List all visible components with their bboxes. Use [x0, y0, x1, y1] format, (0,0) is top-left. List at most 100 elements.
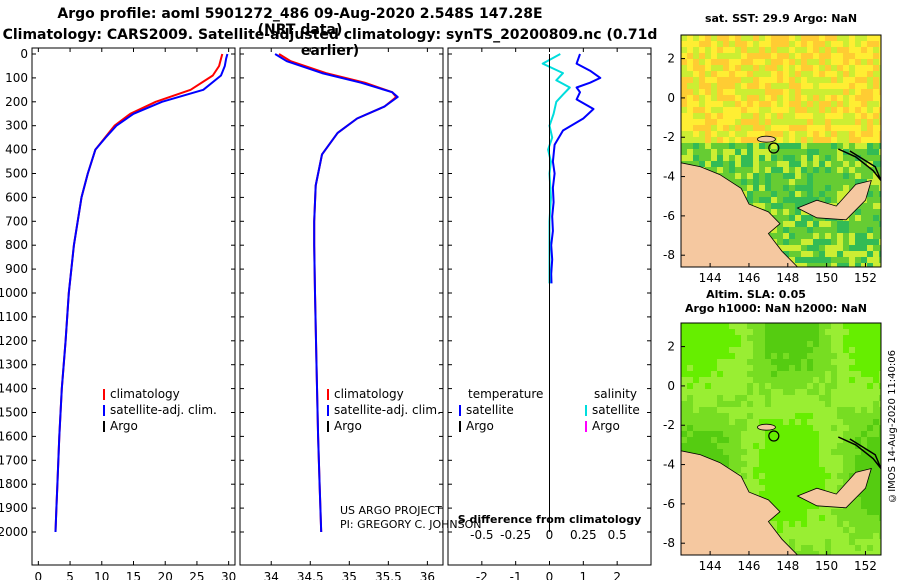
map-cell: [687, 347, 693, 353]
map-cell: [705, 101, 711, 107]
map-cell: [801, 59, 807, 65]
map-cell: [831, 545, 837, 551]
map-cell: [765, 203, 771, 209]
map-cell: [855, 407, 861, 413]
map-cell: [831, 53, 837, 59]
map-cell: [837, 467, 843, 473]
map-cell: [873, 449, 879, 455]
map-cell: [843, 125, 849, 131]
map-cell: [831, 395, 837, 401]
map-cell: [789, 155, 795, 161]
map-cell: [747, 335, 753, 341]
map-cell: [741, 467, 747, 473]
map-cell: [729, 377, 735, 383]
map-cell: [819, 257, 825, 263]
map-cell: [861, 53, 867, 59]
map-cell: [729, 389, 735, 395]
map-cell: [753, 329, 759, 335]
legend-label: satellite-adj. clim.: [110, 403, 217, 417]
map-cell: [831, 413, 837, 419]
map-cell: [855, 371, 861, 377]
map-cell: [735, 89, 741, 95]
map-cell: [855, 395, 861, 401]
map-cell: [747, 173, 753, 179]
map-cell: [747, 419, 753, 425]
map-cell: [789, 503, 795, 509]
map-cell: [861, 341, 867, 347]
map-cell: [783, 389, 789, 395]
map-cell: [861, 419, 867, 425]
map-cell: [819, 395, 825, 401]
map-cell: [795, 89, 801, 95]
map-cell: [735, 389, 741, 395]
map-cell: [861, 113, 867, 119]
map-cell: [723, 425, 729, 431]
map-cell: [747, 359, 753, 365]
map-cell: [777, 71, 783, 77]
map-cell: [777, 191, 783, 197]
map-cell: [717, 413, 723, 419]
map-cell: [771, 101, 777, 107]
map-cell: [693, 437, 699, 443]
map-cell: [741, 413, 747, 419]
map-cell: [759, 383, 765, 389]
map-cell: [711, 119, 717, 125]
map-cell: [705, 119, 711, 125]
map-cell: [759, 95, 765, 101]
map-cell: [843, 383, 849, 389]
map-cell: [687, 89, 693, 95]
map-cell: [867, 197, 873, 203]
map-cell: [849, 341, 855, 347]
map-cell: [729, 149, 735, 155]
map-cell: [855, 263, 861, 267]
map-cell: [771, 131, 777, 137]
map-cell: [879, 377, 881, 383]
map-cell: [777, 479, 783, 485]
map-cell: [819, 65, 825, 71]
map-cell: [759, 185, 765, 191]
map-cell: [861, 35, 867, 41]
map-cell: [795, 407, 801, 413]
map-cell: [783, 143, 789, 149]
map-cell: [741, 131, 747, 137]
map-cell: [873, 461, 879, 467]
map-cell: [831, 173, 837, 179]
map-cell: [867, 377, 873, 383]
map-cell: [837, 245, 843, 251]
map-cell: [837, 65, 843, 71]
map-cell: [861, 131, 867, 137]
map-cell: [807, 485, 813, 491]
map-cell: [801, 539, 807, 545]
map-cell: [843, 59, 849, 65]
map-cell: [753, 449, 759, 455]
map-cell: [819, 551, 825, 555]
map-cell: [825, 41, 831, 47]
map-cell: [783, 251, 789, 257]
map-cell: [813, 149, 819, 155]
map-cell: [831, 131, 837, 137]
map-cell: [837, 173, 843, 179]
map-cell: [807, 515, 813, 521]
map-cell: [747, 365, 753, 371]
map-cell: [873, 233, 879, 239]
map-cell: [807, 101, 813, 107]
map-cell: [741, 371, 747, 377]
map-cell: [699, 359, 705, 365]
map-cell: [819, 185, 825, 191]
map-cell: [759, 191, 765, 197]
map-cell: [801, 263, 807, 267]
map-cell: [783, 383, 789, 389]
map-cell: [867, 155, 873, 161]
map-cell: [855, 221, 861, 227]
map-cell: [861, 227, 867, 233]
map-cell: [777, 473, 783, 479]
map-cell: [753, 107, 759, 113]
map-cell: [831, 479, 837, 485]
map-cell: [795, 221, 801, 227]
map-cell: [843, 113, 849, 119]
map-cell: [759, 143, 765, 149]
map-cell: [747, 443, 753, 449]
map-cell: [765, 35, 771, 41]
map-cell: [843, 131, 849, 137]
map-cell: [801, 239, 807, 245]
